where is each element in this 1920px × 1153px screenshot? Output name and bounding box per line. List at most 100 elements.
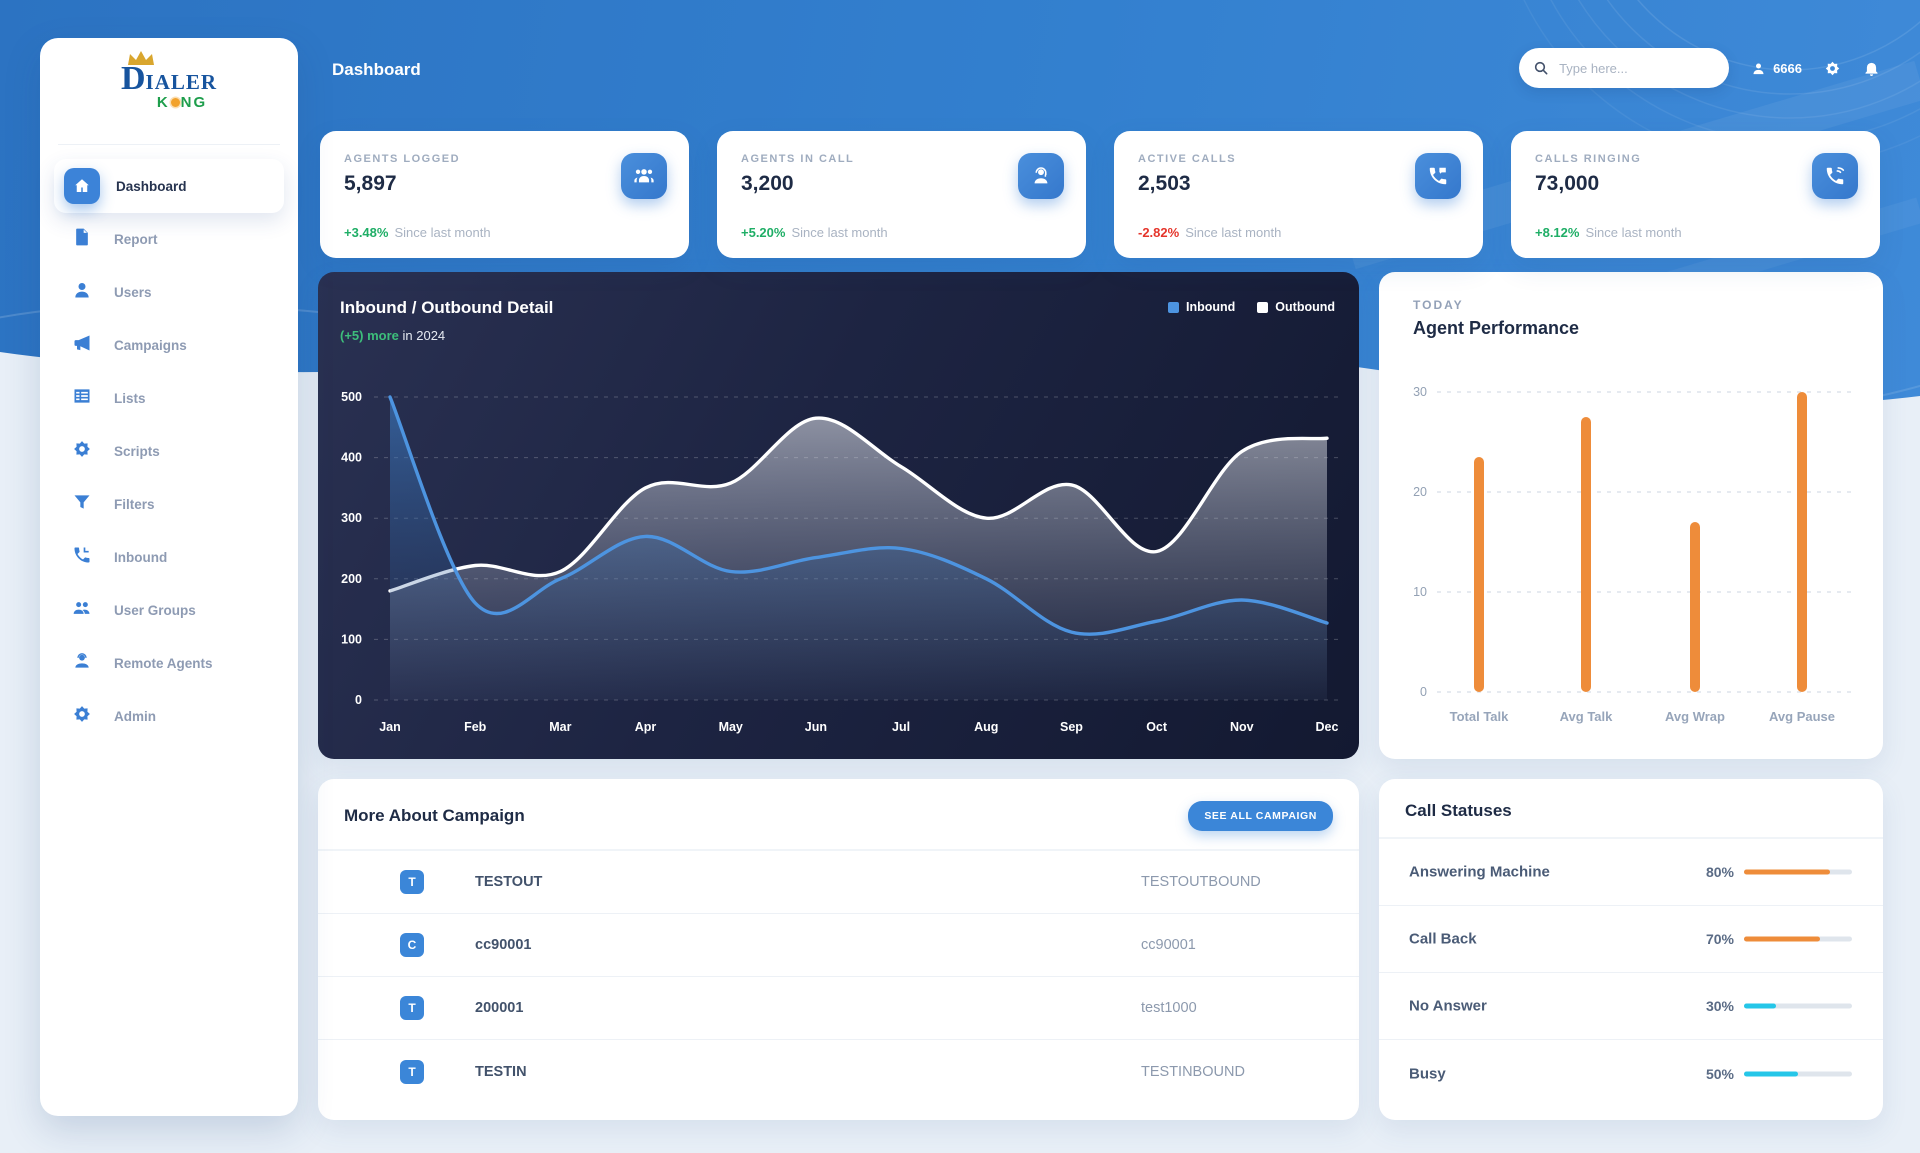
sidebar-item-report[interactable]: Report (54, 213, 284, 266)
stat-note: Since last month (1585, 225, 1682, 240)
sidebar-item-label: Filters (114, 497, 155, 512)
see-all-campaign-button[interactable]: SEE ALL CAMPAIGN (1188, 801, 1333, 831)
sidebar-item-dashboard[interactable]: Dashboard (54, 159, 284, 213)
sidebar-item-label: Remote Agents (114, 656, 213, 671)
sidebar-item-label: Scripts (114, 444, 160, 459)
logo-wordmark: DIALER (120, 60, 218, 97)
sidebar-divider (58, 144, 280, 145)
campaign-row[interactable]: T 200001 test1000 (318, 977, 1359, 1040)
svg-text:Avg Pause: Avg Pause (1769, 709, 1835, 724)
notifications-bell-icon[interactable] (1863, 60, 1880, 77)
sidebar-menu: Dashboard Report Users Campaigns Lists Script… (40, 159, 298, 743)
remote-agents-icon (72, 651, 92, 676)
call-status-percent: 30% (1705, 998, 1734, 1014)
campaign-name: TESTOUT (475, 874, 543, 890)
settings-gear-icon[interactable] (1824, 60, 1841, 77)
campaign-row[interactable]: T TESTIN TESTINBOUND (318, 1040, 1359, 1103)
call-statuses-list: Answering Machine 80% Call Back 70% No Answe… (1379, 839, 1883, 1107)
crown-icon (128, 51, 154, 65)
svg-text:Avg Talk: Avg Talk (1560, 709, 1614, 724)
phone-ring-icon (1812, 153, 1858, 199)
filters-icon (72, 492, 92, 517)
campaign-name: 200001 (475, 1000, 524, 1016)
stat-value: 3,200 (741, 172, 794, 195)
campaigns-header-divider (318, 849, 1359, 851)
sun-icon (170, 98, 180, 107)
user-chip[interactable]: 6666 (1751, 61, 1802, 76)
campaign-type-badge: T (400, 996, 424, 1020)
sidebar-item-scripts[interactable]: Scripts (54, 425, 284, 478)
svg-text:300: 300 (341, 511, 362, 525)
svg-text:Jan: Jan (379, 720, 401, 734)
sidebar: DIALER K NG Dashboard Report Users Campaigns… (40, 38, 298, 1116)
sidebar-item-filters[interactable]: Filters (54, 478, 284, 531)
svg-text:Avg Wrap: Avg Wrap (1665, 709, 1725, 724)
call-statuses-panel: Call Statuses Answering Machine 80% Call B… (1379, 779, 1883, 1120)
stat-delta: +5.20% (741, 225, 786, 240)
header-actions: 6666 (1519, 48, 1880, 88)
svg-text:20: 20 (1413, 485, 1427, 499)
call-status-progressbar (1744, 869, 1852, 875)
svg-text:0: 0 (1420, 685, 1427, 699)
scripts-icon (72, 439, 92, 464)
sidebar-item-admin[interactable]: Admin (54, 690, 284, 743)
sidebar-item-campaigns[interactable]: Campaigns (54, 319, 284, 372)
stat-label: AGENTS IN CALL (741, 153, 855, 165)
stat-card-calls-ringing: CALLS RINGING 73,000 +8.12% Since last mont… (1511, 131, 1880, 258)
svg-text:Feb: Feb (464, 720, 487, 734)
sidebar-item-inbound[interactable]: Inbound (54, 531, 284, 584)
sidebar-item-user-groups[interactable]: User Groups (54, 584, 284, 637)
call-status-label: Answering Machine (1409, 863, 1550, 881)
agent-title: Agent Performance (1413, 318, 1580, 338)
stat-delta: +8.12% (1535, 225, 1580, 240)
campaigns-icon (72, 333, 92, 358)
svg-text:Jun: Jun (805, 720, 827, 734)
call-status-progressbar (1744, 936, 1852, 942)
inbound-icon (72, 545, 92, 570)
sidebar-item-label: Dashboard (116, 178, 187, 194)
svg-text:Jul: Jul (892, 720, 910, 734)
sidebar-item-label: Users (114, 285, 152, 300)
call-status-row: No Answer 30% (1379, 973, 1883, 1040)
stat-value: 2,503 (1138, 172, 1191, 195)
campaign-row[interactable]: T TESTOUT TESTOUTBOUND (318, 851, 1359, 914)
sidebar-item-remote-agents[interactable]: Remote Agents (54, 637, 284, 690)
page-title: Dashboard (332, 60, 421, 79)
call-status-label: No Answer (1409, 997, 1487, 1015)
svg-text:10: 10 (1413, 585, 1427, 599)
bar-chart: 0 10 20 30 Total Talk Avg Talk Avg Wrap Avg Pau… (1413, 385, 1853, 724)
home-icon (64, 168, 100, 204)
sidebar-item-lists[interactable]: Lists (54, 372, 284, 425)
campaign-name: TESTIN (475, 1063, 527, 1080)
legend-swatch (1168, 301, 1179, 313)
stat-label: AGENTS LOGGED (344, 153, 461, 165)
call-status-row: Answering Machine 80% (1379, 839, 1883, 906)
stat-card-agents-in-call: AGENTS IN CALL 3,200 +5.20% Since last mont… (717, 131, 1086, 258)
chart-legend: Inbound Outbound (1168, 300, 1335, 314)
svg-text:Apr: Apr (635, 720, 657, 734)
campaigns-title: More About Campaign (344, 806, 525, 825)
agent-performance-panel: TODAY Agent Performance 0 10 20 30 Total Tal… (1379, 272, 1883, 759)
user-groups-icon (72, 598, 92, 623)
call-statuses-header-divider (1379, 837, 1883, 839)
campaign-type-badge: T (400, 1059, 424, 1084)
legend-swatch (1257, 301, 1269, 313)
inbound-outbound-chart-panel: Inbound / Outbound Detail (+5) more in 2… (318, 272, 1359, 759)
campaign-type-badge: T (400, 870, 424, 894)
campaign-type-badge: C (400, 933, 424, 957)
logo-subword: K NG (156, 94, 208, 111)
report-icon (72, 227, 92, 252)
search-input[interactable] (1559, 60, 1710, 76)
svg-text:May: May (719, 720, 743, 734)
svg-text:Nov: Nov (1230, 720, 1254, 734)
stat-card-agents-logged: AGENTS LOGGED 5,897 +3.48% Since last month (320, 131, 689, 258)
svg-text:400: 400 (341, 451, 362, 465)
call-status-percent: 70% (1705, 931, 1734, 947)
sidebar-item-label: Campaigns (114, 338, 187, 353)
search-box[interactable] (1519, 48, 1730, 88)
call-status-progressbar (1744, 1071, 1852, 1076)
phone-chat-icon (1415, 153, 1461, 199)
sidebar-item-users[interactable]: Users (54, 266, 284, 319)
